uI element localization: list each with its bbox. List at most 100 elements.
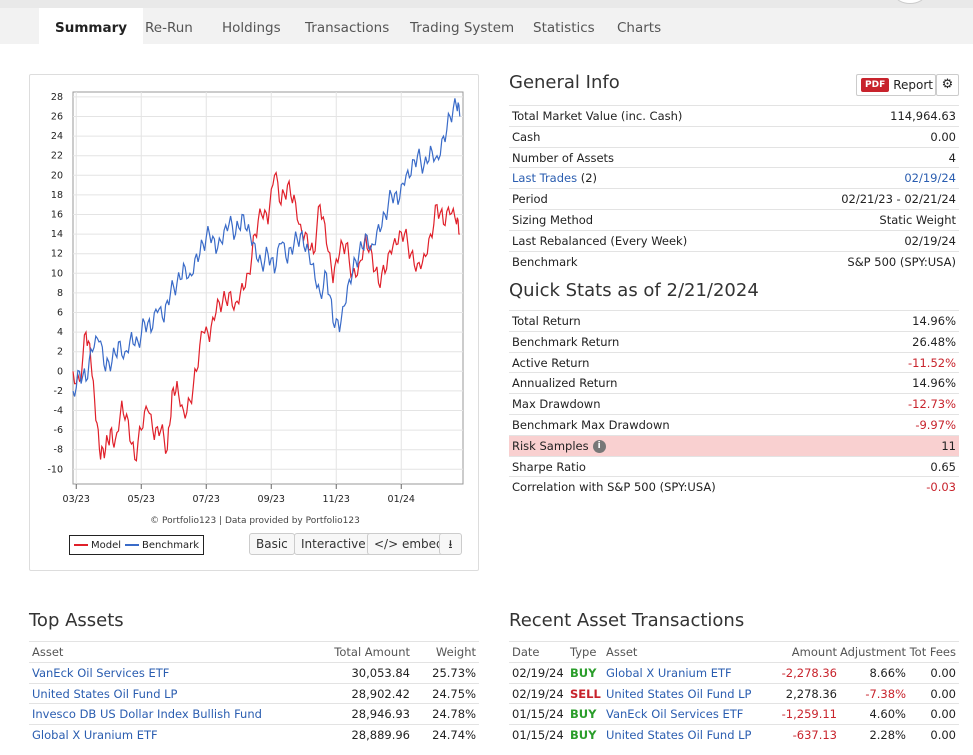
- info-row: Number of Assets 4: [509, 146, 959, 168]
- stat-label: Risk Samples i: [512, 436, 606, 457]
- asset-link[interactable]: VanEck Oil Services ETF: [32, 665, 170, 680]
- asset-link[interactable]: Global X Uranium ETF: [32, 728, 158, 743]
- legend-model[interactable]: Model: [74, 540, 121, 551]
- column-header: Adjustment: [839, 645, 906, 659]
- x-tick-label: 01/24: [388, 494, 415, 505]
- info-label: Sizing Method: [512, 212, 594, 227]
- x-tick-label: 09/23: [258, 494, 285, 505]
- y-tick-label: -4: [54, 406, 63, 417]
- asset-link[interactable]: United States Oil Fund LP: [32, 686, 178, 701]
- table-cell: 28,889.96: [351, 728, 410, 743]
- tab-holdings[interactable]: Holdings: [222, 20, 281, 36]
- x-tick-label: 05/23: [128, 494, 155, 505]
- info-row: Total Market Value (inc. Cash) 114,964.63: [509, 105, 959, 126]
- info-value: 02/19/24: [904, 233, 956, 248]
- table-cell: 24.78%: [432, 707, 476, 722]
- asset-link[interactable]: Global X Uranium ETF: [606, 665, 732, 680]
- stat-value: 14.96%: [912, 314, 956, 328]
- table-cell: 28,902.42: [351, 686, 410, 701]
- y-tick-label: 22: [51, 151, 63, 162]
- embed-button[interactable]: </> embed: [367, 533, 451, 555]
- table-cell: 28,946.93: [351, 707, 410, 722]
- y-tick-label: -10: [47, 464, 63, 475]
- column-header: Asset: [32, 645, 64, 659]
- last-trades-link[interactable]: Last Trades: [512, 171, 578, 186]
- table-row: 01/15/24 BUY United States Oil Fund LP -637…: [509, 724, 959, 745]
- download-icon: ⭳: [448, 537, 453, 551]
- tab-transactions[interactable]: Transactions: [305, 20, 390, 36]
- tab-summary[interactable]: Summary: [39, 8, 144, 44]
- stat-label: Benchmark Return: [512, 334, 620, 349]
- y-tick-label: 0: [57, 366, 63, 377]
- stat-label: Annualized Return: [512, 376, 618, 391]
- chart-credit: © Portfolio123 | Data provided by Portfo…: [150, 516, 360, 526]
- table-cell: 25.73%: [432, 665, 476, 680]
- info-row: Cash 0.00: [509, 125, 959, 147]
- gear-icon: ⚙: [941, 77, 954, 92]
- y-tick-label: 8: [57, 288, 63, 299]
- stat-row: Benchmark Return 26.48%: [509, 330, 959, 352]
- info-row: Period 02/21/23 - 02/21/24: [509, 188, 959, 209]
- asset-link[interactable]: Invesco DB US Dollar Index Bullish Fund: [32, 707, 262, 722]
- general-info-title: General Info: [509, 72, 620, 93]
- asset-link[interactable]: United States Oil Fund LP: [606, 728, 752, 743]
- stat-label: Active Return: [512, 355, 590, 370]
- y-tick-label: 10: [51, 268, 63, 279]
- interactive-button[interactable]: Interactive: [294, 533, 373, 555]
- tab-statistics[interactable]: Statistics: [533, 20, 595, 36]
- benchmark-series-line: [72, 98, 461, 397]
- legend-benchmark[interactable]: Benchmark: [125, 540, 199, 551]
- tab-rerun[interactable]: Re-Run: [145, 20, 193, 36]
- stat-value: -9.97%: [915, 417, 956, 432]
- settings-button[interactable]: ⚙: [936, 74, 959, 96]
- pdf-report-button[interactable]: PDF Report: [856, 74, 936, 96]
- stat-value: 26.48%: [912, 334, 956, 349]
- tab-charts[interactable]: Charts: [617, 20, 662, 36]
- stat-value: 0.65: [930, 459, 956, 474]
- y-tick-label: 12: [51, 249, 63, 260]
- column-header: Total Amount: [334, 645, 410, 659]
- info-value: S&P 500 (SPY:USA): [847, 254, 956, 269]
- table-cell: BUY: [570, 665, 597, 680]
- chart-legend: Model Benchmark: [69, 535, 204, 555]
- basic-button[interactable]: Basic: [249, 533, 295, 555]
- last-trades-count: (2): [577, 171, 598, 186]
- info-value: 0.00: [930, 129, 956, 144]
- info-label: Period: [512, 192, 548, 207]
- table-cell: SELL: [570, 686, 601, 701]
- download-button[interactable]: ⭳: [439, 533, 462, 555]
- table-header: Asset Total Amount Weight: [29, 641, 479, 662]
- table-cell: -1,259.11: [781, 707, 837, 722]
- y-tick-label: 20: [51, 170, 63, 181]
- top-strip: [0, 0, 973, 8]
- y-tick-label: 2: [57, 347, 63, 358]
- info-icon[interactable]: i: [592, 439, 606, 453]
- table-cell: 2.28%: [869, 728, 906, 743]
- table-cell: 2,278.36: [785, 686, 837, 701]
- table-cell: BUY: [570, 707, 597, 722]
- performance-chart: 2826242220181614121086420-2-4-6-8-1003/2…: [47, 91, 464, 505]
- info-value[interactable]: 02/19/24: [904, 171, 956, 186]
- asset-link[interactable]: United States Oil Fund LP: [606, 686, 752, 701]
- table-cell: 24.74%: [432, 728, 476, 743]
- table-cell: 0.00: [930, 665, 956, 680]
- table-row: 02/19/24 BUY Global X Uranium ETF -2,278.36…: [509, 661, 959, 683]
- tab-bar: Summary Re-Run Holdings Transactions Tra…: [0, 8, 973, 44]
- info-label[interactable]: Last Trades (2): [512, 168, 597, 189]
- column-header: Type: [570, 645, 597, 659]
- avatar[interactable]: [895, 0, 925, 4]
- stat-row: Benchmark Max Drawdown -9.97%: [509, 413, 959, 435]
- general-info-table: Total Market Value (inc. Cash) 114,964.63…: [509, 105, 959, 271]
- info-value: Static Weight: [879, 212, 956, 227]
- column-header: Amount: [791, 645, 837, 659]
- table-cell: 8.66%: [869, 665, 906, 680]
- asset-link[interactable]: VanEck Oil Services ETF: [606, 707, 744, 722]
- column-header: Date: [512, 645, 540, 659]
- recent-tx-title: Recent Asset Transactions: [509, 610, 745, 631]
- top-assets-table: Asset Total Amount Weight VanEck Oil Servic…: [29, 641, 479, 745]
- info-row: Benchmark S&P 500 (SPY:USA): [509, 250, 959, 272]
- stat-value: 11: [941, 438, 956, 453]
- x-tick-label: 11/23: [323, 494, 350, 505]
- tab-trading-system[interactable]: Trading System: [410, 20, 515, 36]
- pdf-icon: PDF: [861, 78, 890, 92]
